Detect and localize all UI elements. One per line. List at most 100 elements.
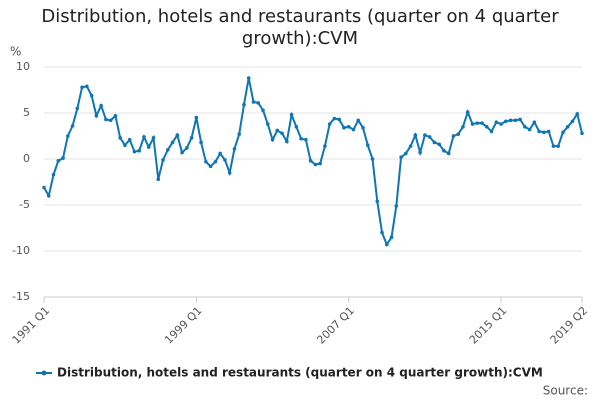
data-point — [465, 110, 470, 114]
data-point — [294, 125, 299, 129]
data-point — [85, 84, 89, 89]
data-point — [413, 133, 418, 137]
data-point — [199, 140, 203, 145]
data-point — [99, 103, 103, 108]
data-point — [80, 85, 84, 90]
y-tick-label: -5 — [19, 198, 30, 211]
data-point — [580, 131, 584, 136]
data-point — [432, 140, 437, 145]
data-point — [189, 136, 194, 140]
data-point — [484, 125, 489, 129]
data-point — [504, 119, 508, 124]
chart-title: Distribution, hotels and restaurants (qu… — [41, 6, 559, 49]
x-tick-label: 2007 Q1 — [314, 304, 357, 347]
data-point — [185, 146, 189, 150]
series-line — [43, 77, 583, 247]
data-point — [261, 108, 265, 113]
data-point — [51, 172, 56, 177]
data-point — [480, 121, 484, 125]
data-point — [246, 76, 251, 80]
x-tick-label: 1991 Q1 — [10, 304, 53, 347]
y-axis-label: % — [10, 45, 21, 59]
data-point — [399, 155, 403, 159]
data-point — [370, 157, 375, 161]
data-point — [346, 125, 351, 129]
data-point — [70, 124, 75, 128]
data-point — [461, 125, 465, 129]
data-point — [489, 129, 494, 134]
data-point — [365, 143, 370, 147]
x-tick-label: 1999 Q1 — [162, 304, 205, 347]
data-point — [308, 159, 313, 163]
legend-marker — [41, 370, 47, 376]
data-point — [232, 147, 237, 151]
data-point — [394, 204, 399, 208]
data-point — [304, 137, 308, 142]
data-point — [127, 137, 132, 142]
data-point — [61, 156, 65, 160]
data-point — [332, 116, 337, 121]
data-point — [146, 145, 151, 149]
data-point — [113, 113, 118, 118]
data-point — [108, 118, 113, 123]
data-point — [570, 119, 575, 124]
data-point — [537, 129, 541, 134]
data-point — [475, 121, 480, 125]
data-point — [375, 199, 380, 204]
data-point — [75, 106, 80, 111]
data-point — [227, 171, 232, 175]
data-point — [251, 100, 256, 104]
data-point — [532, 120, 537, 124]
data-point — [427, 135, 432, 139]
data-point — [313, 162, 318, 167]
data-point — [446, 151, 451, 156]
data-point — [470, 122, 475, 126]
data-point — [389, 235, 394, 239]
y-tick-label: -10 — [12, 244, 30, 257]
data-point — [527, 127, 532, 132]
legend-label: Distribution, hotels and restaurants (qu… — [57, 366, 543, 380]
data-point — [513, 118, 518, 123]
data-point — [180, 150, 184, 155]
data-point — [104, 117, 108, 122]
data-point — [556, 144, 560, 148]
data-point — [356, 118, 361, 123]
data-point — [256, 101, 261, 105]
y-tick-label: 10 — [16, 60, 30, 73]
data-point — [56, 159, 61, 163]
data-point — [499, 122, 503, 126]
data-point — [151, 136, 156, 140]
source: Source: — [543, 384, 588, 398]
data-point — [318, 161, 322, 166]
data-point — [380, 230, 384, 235]
data-point — [123, 143, 127, 147]
x-tick-label: 2015 Q1 — [467, 304, 510, 347]
data-point — [384, 242, 389, 247]
data-point — [204, 159, 208, 164]
data-point — [442, 148, 446, 153]
data-point — [542, 130, 546, 135]
data-point — [142, 135, 146, 139]
data-point — [299, 136, 303, 141]
data-point — [280, 131, 284, 136]
data-point — [423, 133, 427, 137]
data-point — [456, 132, 461, 136]
y-tick-label: 0 — [23, 152, 30, 165]
y-tick-label: 5 — [23, 106, 30, 119]
data-point — [237, 132, 242, 136]
data-point — [66, 134, 70, 138]
data-point — [275, 128, 280, 133]
data-point — [508, 118, 513, 123]
data-point — [404, 151, 408, 156]
y-tick-label: -15 — [12, 290, 30, 303]
data-point — [523, 125, 527, 129]
data-point — [270, 137, 275, 142]
data-point — [156, 177, 161, 182]
data-point — [351, 127, 356, 132]
data-point — [94, 113, 99, 118]
data-point — [42, 185, 46, 190]
data-point — [218, 151, 222, 156]
data-point — [132, 149, 137, 154]
data-point — [437, 142, 441, 147]
